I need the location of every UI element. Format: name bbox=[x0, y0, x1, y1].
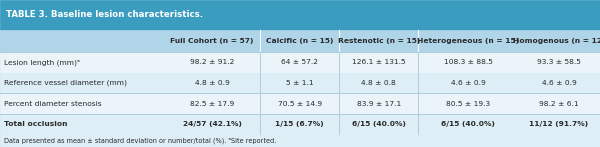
Text: 80.5 ± 19.3: 80.5 ± 19.3 bbox=[446, 101, 490, 107]
Text: Calcific (n = 15): Calcific (n = 15) bbox=[266, 38, 334, 44]
Text: 6/15 (40.0%): 6/15 (40.0%) bbox=[441, 121, 495, 127]
Text: 5 ± 1.1: 5 ± 1.1 bbox=[286, 80, 313, 86]
Text: 98.2 ± 6.1: 98.2 ± 6.1 bbox=[539, 101, 578, 107]
Text: Homogenous (n = 12): Homogenous (n = 12) bbox=[512, 38, 600, 44]
Bar bbox=[0, 114, 600, 135]
Text: Percent diameter stenosis: Percent diameter stenosis bbox=[4, 101, 101, 107]
Bar bbox=[418, 73, 419, 93]
Bar bbox=[339, 114, 340, 135]
Text: 93.3 ± 58.5: 93.3 ± 58.5 bbox=[537, 59, 581, 65]
Bar bbox=[0, 114, 600, 115]
Text: 98.2 ± 91.2: 98.2 ± 91.2 bbox=[190, 59, 234, 65]
Text: Reference vessel diameter (mm): Reference vessel diameter (mm) bbox=[4, 80, 127, 86]
Bar bbox=[260, 114, 261, 135]
Text: 108.3 ± 88.5: 108.3 ± 88.5 bbox=[443, 59, 493, 65]
Bar bbox=[0, 135, 600, 147]
Bar bbox=[339, 52, 340, 73]
Text: 70.5 ± 14.9: 70.5 ± 14.9 bbox=[278, 101, 322, 107]
Bar bbox=[0, 93, 600, 94]
Bar bbox=[418, 114, 419, 135]
Bar bbox=[339, 73, 340, 93]
Text: 4.6 ± 0.9: 4.6 ± 0.9 bbox=[542, 80, 576, 86]
Bar bbox=[260, 73, 261, 93]
Bar bbox=[0, 0, 600, 30]
Bar bbox=[260, 93, 261, 114]
Text: 126.1 ± 131.5: 126.1 ± 131.5 bbox=[352, 59, 406, 65]
Text: Full Cohort (n = 57): Full Cohort (n = 57) bbox=[170, 38, 254, 44]
Text: 82.5 ± 17.9: 82.5 ± 17.9 bbox=[190, 101, 234, 107]
Bar bbox=[0, 93, 600, 114]
Bar bbox=[418, 52, 419, 73]
Text: Heterogeneous (n = 15): Heterogeneous (n = 15) bbox=[417, 38, 519, 44]
Text: 6/15 (40.0%): 6/15 (40.0%) bbox=[352, 121, 406, 127]
Text: 24/57 (42.1%): 24/57 (42.1%) bbox=[182, 121, 241, 127]
Text: Lesion length (mm)ᵃ: Lesion length (mm)ᵃ bbox=[4, 59, 80, 66]
Text: 1/15 (6.7%): 1/15 (6.7%) bbox=[275, 121, 324, 127]
Text: 4.8 ± 0.8: 4.8 ± 0.8 bbox=[361, 80, 396, 86]
Bar bbox=[0, 30, 600, 52]
Text: TABLE 3. Baseline lesion characteristics.: TABLE 3. Baseline lesion characteristics… bbox=[6, 10, 203, 19]
Text: 64 ± 57.2: 64 ± 57.2 bbox=[281, 59, 318, 65]
Bar bbox=[339, 93, 340, 114]
Text: Total occlusion: Total occlusion bbox=[4, 121, 67, 127]
Bar bbox=[0, 52, 600, 73]
Text: 4.8 ± 0.9: 4.8 ± 0.9 bbox=[194, 80, 229, 86]
Text: Data presented as mean ± standard deviation or number/total (%). ᵃSite reported.: Data presented as mean ± standard deviat… bbox=[4, 138, 277, 144]
Bar bbox=[0, 73, 600, 93]
Bar bbox=[418, 93, 419, 114]
Text: Restenotic (n = 15): Restenotic (n = 15) bbox=[338, 38, 420, 44]
Text: 4.6 ± 0.9: 4.6 ± 0.9 bbox=[451, 80, 485, 86]
Text: 83.9 ± 17.1: 83.9 ± 17.1 bbox=[356, 101, 401, 107]
Bar bbox=[260, 52, 261, 73]
Text: 11/12 (91.7%): 11/12 (91.7%) bbox=[529, 121, 589, 127]
Bar bbox=[0, 52, 600, 53]
